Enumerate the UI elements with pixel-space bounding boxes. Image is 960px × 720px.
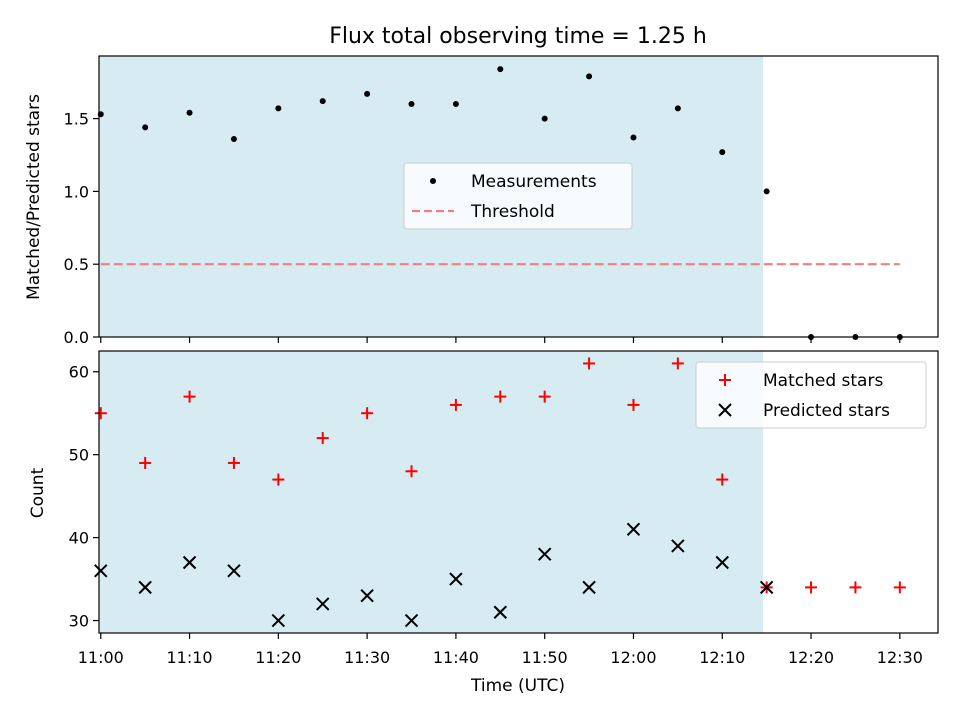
measurement-point [230,135,237,142]
measurements-series [97,66,903,340]
measurement-point [142,124,149,131]
legend-matched-marker [719,374,731,386]
x-tick-label: 12:30 [877,648,923,667]
predicted-point [759,580,774,595]
bottom-legend-box [695,361,927,429]
bottom-legend: Matched stars Predicted stars [695,361,927,429]
x-tick-label: 11:50 [522,648,568,667]
matched-point [227,456,240,469]
predicted-point [227,564,241,578]
measurement-point [763,188,770,195]
measurement-point [408,101,415,108]
predicted-point [626,522,641,537]
bottom-y-ticks: 30 40 50 60 [69,363,99,631]
top-y-tick-label: 0.0 [64,328,89,347]
x-tick-label: 11:00 [78,648,124,667]
x-tick-label: 11:30 [344,648,390,667]
x-tick-label: 12:10 [699,648,745,667]
top-y-tick-label: 1.0 [64,182,89,201]
bottom-y-tick-label: 30 [69,612,89,631]
matched-point [139,456,152,469]
predicted-point [94,564,108,578]
matched-point [94,407,107,420]
top-panel: 0.0 0.5 1.0 1.5 Matched/Predicted stars Mea… [24,55,939,347]
top-axes-frame [98,55,939,338]
bottom-y-tick-label: 60 [69,363,89,382]
chart-title: Flux total observing time = 1.25 h [329,24,707,49]
matched-point [449,398,462,411]
legend-predicted-marker [718,403,732,417]
x-tick-label: 12:00 [610,648,656,667]
bottom-y-tick-label: 40 [69,529,89,548]
bottom-observing-window [99,351,764,633]
bottom-x-ticks: 11:00 11:10 11:20 11:30 11:40 11:50 12:00 12:10… [78,633,923,667]
predicted-point [138,580,152,595]
top-y-tick-label: 1.5 [64,110,89,129]
x-tick-label: 12:20 [788,648,834,667]
top-y-axis-label: Matched/Predicted stars [24,94,44,300]
x-tick-label: 11:20 [255,648,301,667]
measurement-point [719,149,726,156]
predicted-point [537,547,552,561]
matched-point [405,465,418,478]
measurement-point [319,98,326,105]
matched-point [583,357,596,370]
predicted-point [404,613,419,628]
bottom-y-tick-label: 50 [69,446,89,465]
predicted-point [671,539,685,553]
x-axis-label: Time (UTC) [470,676,565,696]
matched-point [716,473,729,486]
matched-stars-series [94,357,906,594]
measurement-point [364,90,371,97]
predicted-point [493,605,508,619]
measurement-point [674,105,681,112]
predicted-point [182,555,197,570]
measurement-point [275,105,282,112]
matched-point [183,390,196,403]
matched-point [494,390,507,403]
measurement-point [586,73,593,80]
top-y-ticks: 0.0 0.5 1.0 1.5 [64,110,99,347]
x-tick-label: 11:10 [167,648,213,667]
top-x-ticks [100,337,901,343]
matched-point [849,581,862,594]
bottom-y-axis-label: Count [28,467,48,518]
matched-point [627,398,640,411]
predicted-point [316,597,330,611]
x-tick-label: 11:40 [433,648,479,667]
matched-point [272,473,285,486]
top-y-tick-label: 0.5 [64,255,89,274]
top-legend: Measurements Threshold [403,162,633,230]
matched-point [538,390,551,403]
legend-predicted-label: Predicted stars [763,401,890,421]
matched-point [805,581,818,594]
matched-point [316,432,329,445]
predicted-point [582,580,596,595]
measurement-point [630,134,637,141]
predicted-point [715,555,729,570]
measurement-point [497,66,504,73]
matched-point [361,407,374,420]
matched-point [671,357,684,370]
measurement-point [186,109,193,116]
predicted-point [449,572,463,586]
measurement-point [452,101,459,108]
top-legend-box [403,162,633,230]
predicted-point [360,588,374,603]
legend-threshold-label: Threshold [470,202,555,222]
predicted-point [271,613,286,628]
bottom-axes-frame [98,350,939,634]
legend-matched-label: Matched stars [763,371,883,391]
measurement-point [541,115,548,122]
legend-measurements-marker [430,178,436,184]
predicted-stars-series [94,522,774,628]
matched-point [893,581,906,594]
legend-measurements-label: Measurements [471,172,597,192]
